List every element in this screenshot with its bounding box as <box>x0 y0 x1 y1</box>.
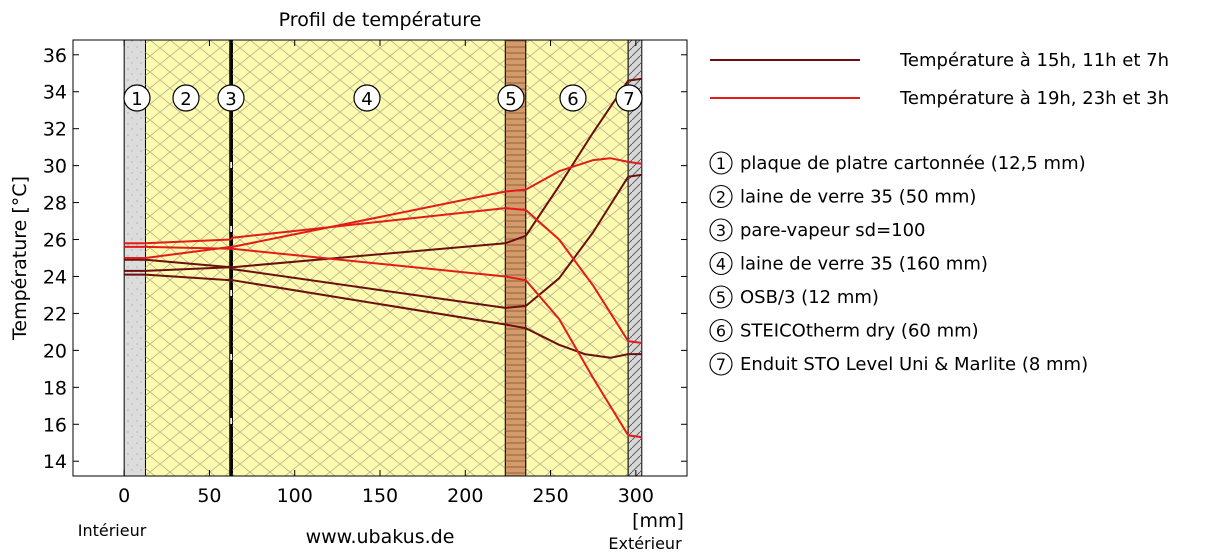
layer-legend-marker-4 <box>709 251 733 276</box>
layer-legend-label-1: plaque de platre cartonnée (12,5 mm) <box>740 153 1086 174</box>
series-line-5 <box>124 207 642 344</box>
layer-marker-label-6: 6 <box>567 89 578 110</box>
y-tick-label: 14 <box>43 451 67 473</box>
layer-legend-label-6: STEICOtherm dry (60 mm) <box>740 321 979 342</box>
exterior-caption: Extérieur <box>608 534 682 553</box>
layer-marker-5 <box>497 84 525 112</box>
layer-legend-number-6: 6 <box>716 322 726 341</box>
wall-layers <box>123 39 643 477</box>
layer-legend-label-5: OSB/3 (12 mm) <box>740 287 879 308</box>
x-tick-label: 250 <box>532 485 568 507</box>
y-tick-label: 32 <box>43 119 67 141</box>
layer-marker-6 <box>559 84 587 112</box>
x-axis: 0 50 100 150 200 250 300 <box>118 40 654 507</box>
layer-legend-label-7: Enduit STO Level Uni & Marlite (8 mm) <box>740 354 1088 375</box>
x-tick-label: 300 <box>618 485 654 507</box>
layer-markers: 1 2 3 4 5 6 7 <box>123 84 643 112</box>
x-tick-label: 150 <box>362 485 398 507</box>
x-axis-unit-label: [mm] <box>632 510 684 532</box>
layer-legend-marker-2 <box>709 184 733 209</box>
layer-4-texture <box>232 40 506 476</box>
layer-legend-marker-1 <box>709 151 733 175</box>
layer-marker-label-2: 2 <box>180 89 191 110</box>
x-tick-label: 100 <box>277 485 313 507</box>
series-line-4 <box>124 157 642 259</box>
layer-legend-marker-7 <box>709 352 733 376</box>
legend-label-1: Température à 15h, 11h et 7h <box>899 50 1169 71</box>
series-line-6 <box>124 245 642 439</box>
layer-legend-label-2: laine de verre 35 (50 mm) <box>740 187 976 208</box>
x-tick-label: 200 <box>447 485 483 507</box>
interior-caption: Intérieur <box>78 521 147 540</box>
y-tick-label: 34 <box>43 82 67 104</box>
layer-legend-label-4: laine de verre 35 (160 mm) <box>740 254 988 275</box>
layer-legend-number-3: 3 <box>716 221 726 240</box>
x-tick-label: 0 <box>118 485 130 507</box>
layer-legend-marker-5 <box>709 285 733 309</box>
series-line-3 <box>124 273 642 359</box>
layer-marker-label-5: 5 <box>505 89 516 110</box>
layer-marker-1 <box>123 84 151 112</box>
layer-5-texture <box>505 40 526 476</box>
y-tick-label: 28 <box>43 193 67 215</box>
series-lines <box>124 77 642 439</box>
layer-legend-label-3: pare-vapeur sd=100 <box>740 220 926 241</box>
layer-legend-number-5: 5 <box>716 288 726 307</box>
y-tick-label: 36 <box>43 45 67 67</box>
y-tick-label: 30 <box>43 156 67 178</box>
layer-marker-label-3: 3 <box>225 89 236 110</box>
layer-legend: 1 plaque de platre cartonnée (12,5 mm) 2 la… <box>709 151 1088 376</box>
layer-6-texture <box>525 40 629 476</box>
layer-marker-3 <box>217 84 245 112</box>
layer-2-texture <box>145 40 231 476</box>
legend: Température à 15h, 11h et 7h Température … <box>710 50 1169 109</box>
legend-label-2: Température à 19h, 23h et 3h <box>899 88 1169 109</box>
series-line-2 <box>124 173 642 309</box>
layer-7-texture <box>628 40 642 476</box>
y-tick-label: 16 <box>43 414 67 436</box>
layer-legend-number-1: 1 <box>716 154 726 173</box>
y-tick-label: 26 <box>43 230 67 252</box>
x-tick-label: 50 <box>197 485 221 507</box>
series-line-1 <box>124 77 642 272</box>
y-tick-label: 18 <box>43 377 67 399</box>
y-tick-label: 22 <box>43 303 67 325</box>
y-axis-label: Température [°C] <box>9 176 31 341</box>
layer-legend-marker-6 <box>709 318 733 343</box>
layer-legend-number-4: 4 <box>716 255 726 274</box>
chart-title: Profil de température <box>279 9 482 31</box>
layer-marker-label-7: 7 <box>623 89 634 110</box>
layer-marker-label-4: 4 <box>361 89 372 110</box>
layer-marker-2 <box>172 84 200 112</box>
y-tick-label: 24 <box>43 266 67 288</box>
layer-legend-number-2: 2 <box>716 188 726 207</box>
layer-legend-number-7: 7 <box>716 355 726 374</box>
source-footer: www.ubakus.de <box>306 526 455 548</box>
layer-marker-7 <box>615 84 643 112</box>
y-tick-label: 20 <box>43 340 67 362</box>
layer-marker-4 <box>353 84 381 112</box>
layer-legend-marker-3 <box>709 218 733 242</box>
layer-marker-label-1: 1 <box>131 89 142 110</box>
